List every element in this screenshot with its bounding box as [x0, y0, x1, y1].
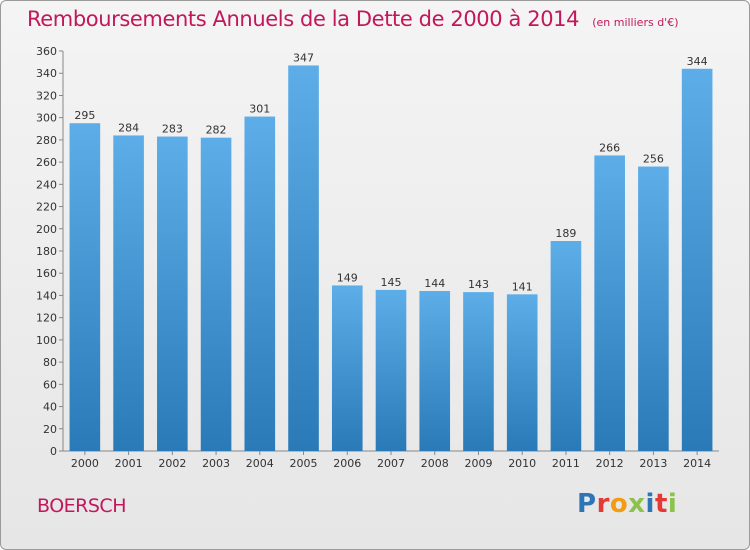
y-tick-label: 240: [36, 178, 57, 191]
x-tick-label: 2004: [246, 457, 274, 470]
x-tick-label: 2009: [464, 457, 492, 470]
bar-value-label: 344: [687, 55, 708, 68]
y-tick-label: 20: [43, 423, 57, 436]
y-tick-label: 80: [43, 356, 57, 369]
y-tick-label: 200: [36, 223, 57, 236]
bar-value-label: 282: [206, 124, 227, 137]
chart-subtitle: (en milliers d'€): [592, 16, 679, 29]
y-tick-label: 260: [36, 156, 57, 169]
bar: [550, 241, 582, 451]
bar-value-label: 149: [337, 271, 358, 284]
bar: [681, 68, 713, 452]
bar-value-label: 189: [555, 227, 576, 240]
bar-value-label: 143: [468, 278, 489, 291]
y-tick-label: 60: [43, 378, 57, 391]
y-tick-label: 100: [36, 334, 57, 347]
y-tick-label: 320: [36, 89, 57, 102]
proxiti-logo: Proxiti: [577, 489, 677, 519]
bar: [200, 137, 232, 451]
y-tick-label: 0: [50, 445, 57, 458]
logo-letter: r: [596, 489, 610, 519]
x-tick-label: 2005: [290, 457, 318, 470]
x-tick-label: 2001: [115, 457, 143, 470]
logo-letter: i: [645, 489, 655, 519]
x-tick-label: 2008: [421, 457, 449, 470]
bar: [331, 285, 363, 451]
x-tick-label: 2000: [71, 457, 99, 470]
title-row: Remboursements Annuels de la Dette de 20…: [27, 7, 678, 31]
bar-value-label: 284: [118, 121, 139, 134]
logo-letter: t: [654, 489, 668, 519]
bar: [113, 135, 144, 451]
y-tick-label: 120: [36, 312, 57, 325]
y-tick-label: 160: [36, 267, 57, 280]
x-tick-label: 2002: [158, 457, 186, 470]
chart-title: Remboursements Annuels de la Dette de 20…: [27, 7, 580, 31]
place-name: BOERSCH: [37, 495, 126, 517]
x-tick-label: 2010: [508, 457, 536, 470]
y-tick-label: 220: [36, 201, 57, 214]
bar: [463, 292, 494, 451]
bar-value-label: 144: [424, 277, 445, 290]
logo-letter: i: [667, 489, 678, 519]
logo-letter: o: [609, 489, 629, 519]
x-tick-label: 2003: [202, 457, 230, 470]
bar-value-label: 145: [381, 276, 402, 289]
y-tick-label: 280: [36, 134, 57, 147]
bar-value-label: 141: [512, 280, 533, 293]
logo-letter: x: [628, 489, 646, 519]
logo-letter: P: [577, 489, 597, 519]
bar: [419, 291, 451, 451]
bar: [594, 155, 625, 451]
x-tick-label: 2012: [596, 457, 624, 470]
x-tick-label: 2006: [333, 457, 361, 470]
x-tick-label: 2014: [683, 457, 711, 470]
y-tick-label: 180: [36, 245, 57, 258]
bar-value-label: 301: [249, 103, 270, 116]
y-tick-label: 300: [36, 112, 57, 125]
bar: [244, 116, 276, 452]
x-tick-label: 2011: [552, 457, 580, 470]
y-tick-label: 40: [43, 401, 57, 414]
x-tick-label: 2013: [639, 457, 667, 470]
bar: [69, 123, 101, 451]
bar: [157, 136, 188, 452]
x-tick-label: 2007: [377, 457, 405, 470]
bar: [375, 289, 407, 451]
y-tick-label: 360: [36, 45, 57, 58]
bar-value-label: 347: [293, 51, 314, 64]
bar: [506, 294, 538, 451]
y-tick-label: 140: [36, 289, 57, 302]
bar-value-label: 266: [599, 141, 620, 154]
y-tick-label: 340: [36, 67, 57, 80]
bar-value-label: 283: [162, 123, 183, 136]
bar-value-label: 256: [643, 153, 664, 166]
bar: [288, 65, 319, 451]
bar: [638, 166, 669, 452]
bar-value-label: 295: [74, 109, 95, 122]
